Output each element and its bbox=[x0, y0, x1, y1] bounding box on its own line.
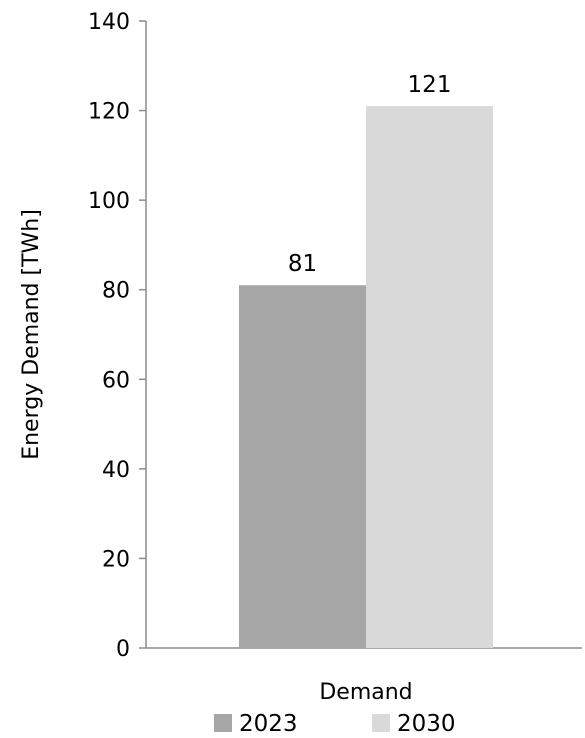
legend-swatch-2030 bbox=[372, 714, 390, 732]
y-tick-label: 80 bbox=[102, 279, 130, 304]
bars bbox=[239, 106, 493, 649]
y-tick-label: 20 bbox=[102, 547, 130, 572]
data-labels: 81 121 bbox=[288, 72, 452, 277]
y-tick-label: 0 bbox=[116, 637, 130, 662]
y-tick-label: 120 bbox=[88, 100, 130, 125]
data-label-2030: 121 bbox=[408, 72, 452, 98]
legend: 2023 2030 bbox=[214, 711, 456, 737]
y-tick-label: 100 bbox=[88, 189, 130, 214]
y-tick-label: 140 bbox=[88, 10, 130, 35]
legend-swatch-2023 bbox=[214, 714, 232, 732]
y-tick-label: 40 bbox=[102, 458, 130, 483]
data-label-2023: 81 bbox=[288, 251, 317, 277]
category-labels: Demand bbox=[319, 680, 412, 705]
y-axis-title: Energy Demand [TWh] bbox=[19, 209, 44, 460]
category-label: Demand bbox=[319, 680, 412, 705]
bar-2023 bbox=[239, 285, 366, 648]
y-tick-label: 60 bbox=[102, 368, 130, 393]
bar-2030 bbox=[366, 106, 493, 649]
legend-label-2023: 2023 bbox=[239, 711, 298, 737]
legend-label-2030: 2030 bbox=[397, 711, 456, 737]
y-axis: 0 20 40 60 80 100 120 140 bbox=[88, 10, 147, 662]
